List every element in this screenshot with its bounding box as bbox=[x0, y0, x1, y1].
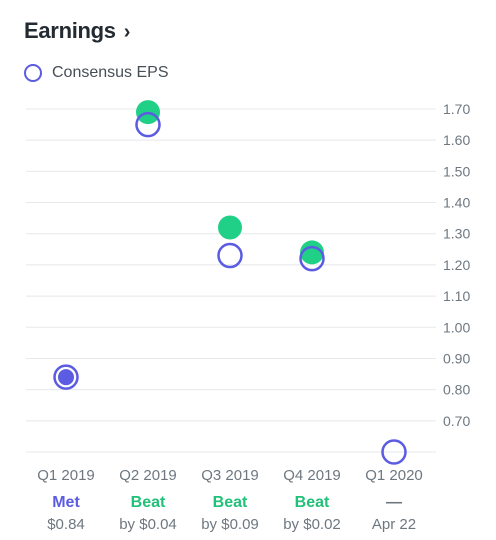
legend-label: Consensus EPS bbox=[52, 64, 169, 81]
actual-eps-point bbox=[300, 240, 324, 265]
earnings-title[interactable]: Earnings › bbox=[24, 18, 130, 44]
y-tick-label: 1.60 bbox=[443, 132, 470, 148]
result-detail: $0.84 bbox=[47, 516, 85, 533]
chart-legend: Consensus EPS bbox=[24, 64, 169, 82]
y-tick-label: 0.70 bbox=[443, 413, 470, 429]
chevron-right-icon[interactable]: › bbox=[123, 21, 131, 43]
result-detail: by $0.02 bbox=[283, 516, 341, 533]
quarter-label: Q2 2019 bbox=[119, 467, 177, 484]
consensus-ring-icon bbox=[24, 64, 42, 82]
quarter-label: Q1 2019 bbox=[37, 467, 95, 484]
y-tick-label: 1.20 bbox=[443, 257, 470, 273]
y-tick-label: 0.80 bbox=[443, 382, 470, 398]
consensus-eps-point bbox=[381, 439, 407, 465]
y-tick-label: 0.90 bbox=[443, 350, 470, 366]
actual-eps-point bbox=[58, 369, 74, 386]
result-detail: Apr 22 bbox=[372, 516, 416, 533]
result-status: — bbox=[386, 494, 402, 511]
result-detail: by $0.09 bbox=[201, 516, 259, 533]
y-tick-label: 1.40 bbox=[443, 195, 470, 211]
consensus-eps-point bbox=[53, 364, 79, 390]
y-tick-label: 1.70 bbox=[443, 101, 470, 117]
quarter-label: Q3 2019 bbox=[201, 467, 259, 484]
consensus-eps-point bbox=[135, 111, 161, 138]
result-status: Beat bbox=[213, 494, 248, 511]
result-status: Beat bbox=[131, 494, 166, 511]
earnings-title-text[interactable]: Earnings bbox=[24, 18, 116, 43]
y-tick-label: 1.50 bbox=[443, 163, 470, 179]
quarter-label: Q4 2019 bbox=[283, 467, 341, 484]
y-tick-label: 1.30 bbox=[443, 226, 470, 242]
actual-eps-point bbox=[218, 215, 242, 240]
y-tick-label: 1.10 bbox=[443, 288, 470, 304]
result-status: Met bbox=[52, 494, 80, 511]
y-tick-label: 1.00 bbox=[443, 319, 470, 335]
result-status: Beat bbox=[295, 494, 330, 511]
consensus-eps-point bbox=[299, 245, 325, 272]
consensus-eps-point bbox=[217, 242, 243, 269]
quarter-label: Q1 2020 bbox=[365, 467, 423, 484]
result-detail: by $0.04 bbox=[119, 516, 177, 533]
